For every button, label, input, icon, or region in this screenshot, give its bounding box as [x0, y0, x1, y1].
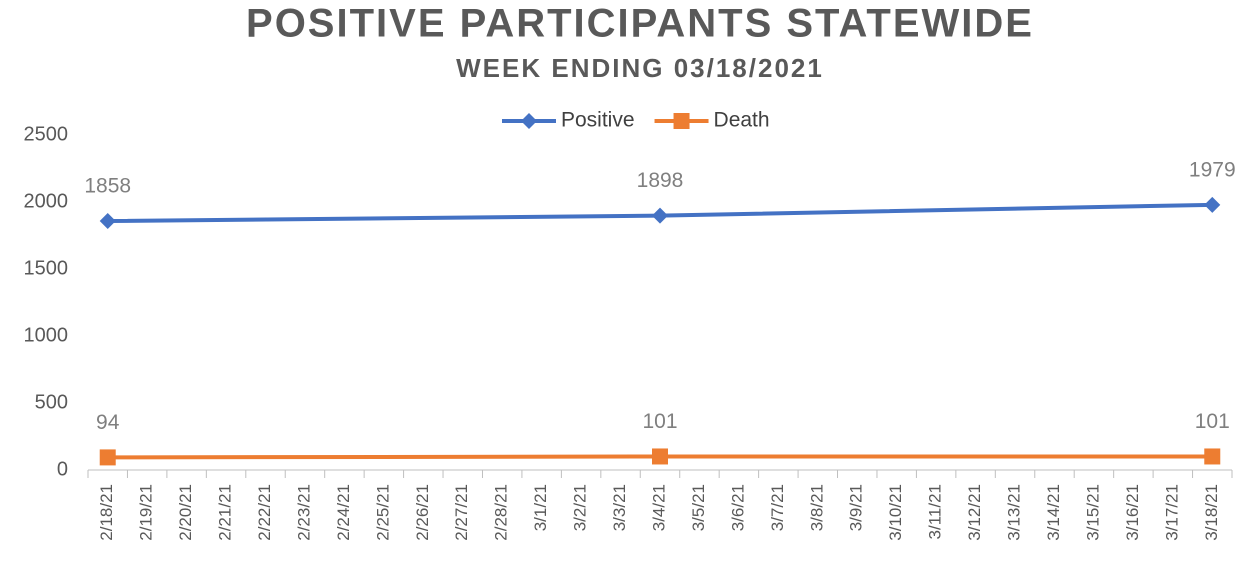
x-tick-label: 3/1/21: [531, 484, 550, 531]
x-tick-label: 3/10/21: [886, 484, 905, 541]
x-tick-label: 2/24/21: [334, 484, 353, 541]
data-label: 1979: [1189, 158, 1236, 181]
marker: [1204, 448, 1221, 465]
marker: [652, 448, 668, 465]
data-label: 1858: [84, 175, 131, 198]
x-tick-label: 3/15/21: [1083, 484, 1102, 541]
y-tick-label: 2000: [24, 190, 69, 212]
x-tick-label: 2/19/21: [137, 484, 156, 541]
chart-subtitle: WEEK ENDING 03/18/2021: [456, 53, 824, 83]
x-tick-label: 2/21/21: [216, 484, 235, 541]
marker: [99, 449, 116, 466]
legend-label: Death: [714, 109, 770, 132]
x-tick-label: 3/16/21: [1123, 484, 1142, 541]
x-tick-label: 3/4/21: [649, 484, 668, 531]
legend-marker: [673, 113, 690, 129]
x-tick-label: 3/3/21: [610, 484, 629, 531]
x-tick-label: 3/6/21: [728, 484, 747, 531]
marker: [1204, 196, 1221, 213]
y-tick-label: 2500: [24, 123, 69, 145]
x-tick-label: 2/22/21: [255, 484, 274, 541]
x-tick-label: 3/5/21: [689, 484, 708, 531]
data-label: 101: [642, 410, 677, 433]
x-tick-label: 3/11/21: [926, 484, 945, 539]
chart-title: POSITIVE PARTICIPANTS STATEWIDE: [246, 2, 1034, 46]
x-tick-label: 3/2/21: [571, 484, 590, 531]
x-tick-label: 3/17/21: [1162, 484, 1181, 541]
data-label: 1898: [637, 169, 684, 192]
y-tick-label: 1000: [24, 324, 69, 346]
marker: [652, 207, 668, 224]
x-tick-label: 2/27/21: [452, 484, 471, 541]
x-tick-label: 3/13/21: [1005, 484, 1024, 541]
legend-marker: [521, 113, 537, 129]
x-tick-label: 2/20/21: [176, 484, 195, 541]
x-tick-label: 3/9/21: [847, 484, 866, 531]
x-tick-label: 2/26/21: [413, 484, 432, 541]
y-tick-label: 0: [57, 458, 68, 480]
x-tick-label: 3/7/21: [768, 484, 787, 531]
x-tick-label: 3/12/21: [965, 484, 984, 541]
x-tick-label: 3/14/21: [1044, 484, 1063, 541]
x-tick-label: 3/8/21: [807, 484, 826, 531]
x-tick-label: 3/18/21: [1202, 484, 1221, 541]
data-label: 94: [96, 411, 120, 434]
x-tick-label: 2/23/21: [294, 484, 313, 541]
marker: [99, 213, 116, 230]
x-tick-label: 2/28/21: [492, 484, 511, 541]
y-tick-label: 1500: [24, 257, 69, 279]
x-tick-label: 2/25/21: [373, 484, 392, 541]
y-tick-label: 500: [35, 391, 68, 413]
data-label: 101: [1195, 410, 1230, 433]
x-tick-label: 2/18/21: [97, 484, 116, 541]
legend-label: Positive: [561, 109, 635, 132]
